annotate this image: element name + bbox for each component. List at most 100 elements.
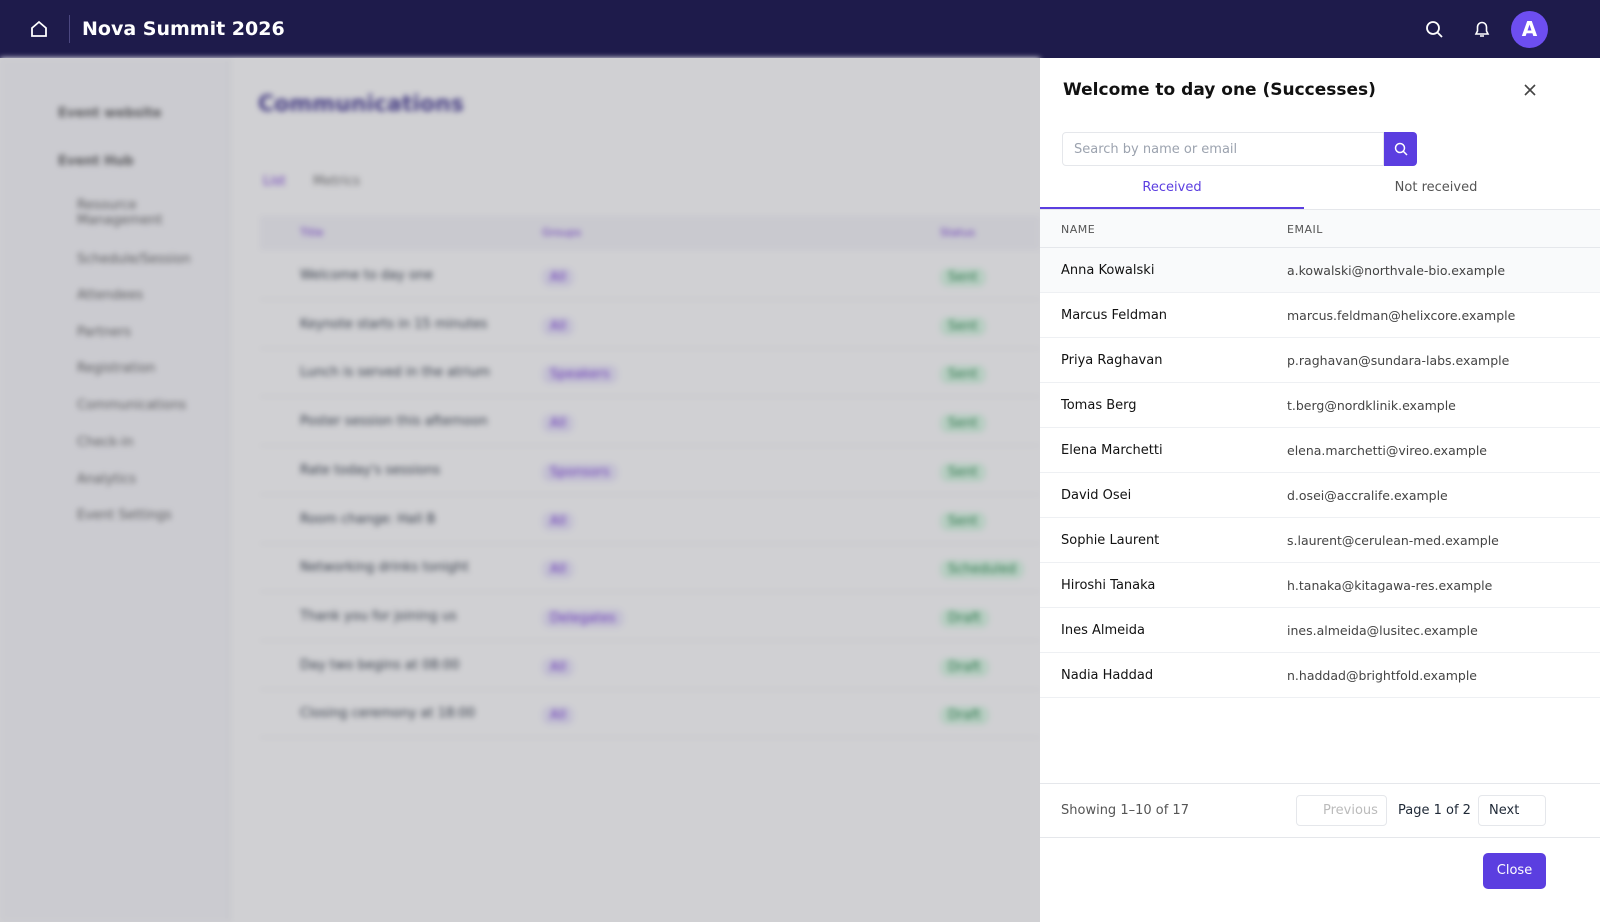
title: Welcome to day one — [300, 268, 434, 283]
status: Sent — [940, 365, 986, 385]
sidebar-item[interactable]: Check-in — [77, 435, 134, 450]
divider — [69, 15, 70, 43]
table-row: Sophie Laurent s.laurent@cerulean-med.exa… — [1040, 518, 1600, 563]
home-icon[interactable] — [29, 19, 49, 39]
page-title: Communications — [258, 92, 464, 117]
sidebar-item[interactable]: Event website — [58, 106, 162, 121]
app-title: Nova Summit 2026 — [82, 18, 285, 40]
sidebar-item[interactable]: Event Settings — [77, 508, 172, 523]
table-row: Elena Marchetti elena.marchetti@vireo.exa… — [1040, 428, 1600, 473]
email: s.laurent@cerulean-med.example — [1287, 533, 1499, 548]
email: t.berg@nordklinik.example — [1287, 398, 1456, 413]
table-row: Priya Raghavan p.raghavan@sundara-labs.ex… — [1040, 338, 1600, 383]
email: elena.marchetti@vireo.example — [1287, 443, 1487, 458]
email: d.osei@accralife.example — [1287, 488, 1448, 503]
name: Sophie Laurent — [1061, 533, 1160, 548]
sidebar-item[interactable]: Analytics — [77, 472, 137, 487]
close-icon[interactable] — [1522, 82, 1538, 98]
sidebar-item[interactable]: Communications — [77, 398, 187, 413]
prev-button[interactable]: Previous — [1296, 795, 1387, 826]
status: Sent — [940, 414, 986, 434]
title: Lunch is served in the atrium — [300, 365, 491, 381]
tab: List — [263, 174, 286, 189]
panel-title: Welcome to day one (Successes) — [1063, 80, 1376, 100]
sidebar: Event website Event Hub Resource Managemen… — [0, 58, 230, 922]
name: Priya Raghavan — [1061, 353, 1163, 368]
overlay[interactable] — [0, 58, 1040, 922]
group: All — [542, 706, 575, 726]
table-row: Tomas Berg t.berg@nordklinik.example — [1040, 383, 1600, 428]
email: n.haddad@brightfold.example — [1287, 668, 1477, 683]
group: All — [542, 268, 575, 287]
pagination: Showing 1–10 of 17 Previous Page 1 of 2 … — [1040, 783, 1600, 838]
bell-icon[interactable] — [1472, 19, 1492, 39]
table-row: Closing ceremony at 18:00 All Draft — [260, 690, 1040, 739]
tab[interactable]: Not received — [1394, 180, 1478, 195]
showing: Showing 1–10 of 17 — [1061, 803, 1189, 818]
name: Tomas Berg — [1061, 398, 1137, 413]
col: NAME — [1061, 223, 1096, 236]
title: Keynote starts in 15 minutes — [300, 316, 488, 332]
background-page: Event website Event Hub Resource Managemen… — [0, 58, 1040, 922]
avatar[interactable]: A — [1511, 11, 1548, 48]
sidebar-item[interactable]: Resource Management — [77, 198, 163, 228]
table-header: NAME EMAIL — [1040, 210, 1600, 248]
status: Sent — [940, 462, 986, 482]
status: Draft — [940, 657, 989, 677]
table-row: Keynote starts in 15 minutes All Sent — [260, 301, 1040, 349]
name: Nadia Haddad — [1061, 668, 1154, 683]
table-row: Day two begins at 08:00 All Draft — [260, 642, 1040, 690]
title: Poster session this afternoon — [300, 414, 488, 430]
side-panel: Welcome to day one (Successes) Search by… — [1040, 58, 1600, 922]
search-button[interactable] — [1384, 132, 1417, 166]
name: Anna Kowalski — [1061, 263, 1155, 278]
status: Sent — [940, 268, 986, 287]
name: Ines Almeida — [1061, 623, 1145, 638]
title: Rate today's sessions — [300, 462, 441, 478]
group: Delegates — [542, 608, 624, 628]
group: All — [542, 511, 575, 531]
name: Hiroshi Tanaka — [1061, 578, 1156, 593]
sidebar-item[interactable]: Event Hub — [58, 154, 134, 169]
email: ines.almeida@lusitec.example — [1287, 623, 1478, 638]
table-row: Thank you for joining us Delegates Draft — [260, 593, 1040, 641]
group: All — [542, 657, 575, 677]
table-row: Rate today's sessions Sponsors Sent — [260, 447, 1040, 495]
status: Sent — [940, 316, 986, 336]
col: Groups — [542, 226, 582, 239]
status: Draft — [940, 706, 989, 726]
next-button[interactable]: Next — [1478, 795, 1546, 826]
status: Scheduled — [940, 560, 1024, 580]
sidebar-item[interactable]: Schedule/Session — [77, 252, 191, 267]
name: Elena Marchetti — [1061, 443, 1163, 458]
table-row: Marcus Feldman marcus.feldman@helixcore.e… — [1040, 293, 1600, 338]
group: All — [542, 414, 575, 434]
search-input[interactable]: Search by name or email — [1062, 132, 1384, 166]
table-row: Room change: Hall B All Sent — [260, 496, 1040, 544]
search-icon[interactable] — [1424, 19, 1444, 39]
table-row: Poster session this afternoon All Sent — [260, 398, 1040, 447]
table-row: Lunch is served in the atrium Speakers Sen… — [260, 349, 1040, 398]
sidebar-item[interactable]: Registration — [77, 361, 156, 376]
tab: Metrics — [313, 174, 361, 189]
col: Title — [300, 226, 324, 239]
email: marcus.feldman@helixcore.example — [1287, 308, 1516, 323]
table-row: Ines Almeida ines.almeida@lusitec.example — [1040, 608, 1600, 653]
title: Thank you for joining us — [300, 608, 457, 624]
name: David Osei — [1061, 488, 1132, 503]
title: Day two begins at 08:00 — [300, 657, 460, 673]
sidebar-item[interactable]: Attendees — [77, 288, 144, 303]
sidebar-item[interactable]: Partners — [77, 325, 132, 340]
top-bar: Nova Summit 2026 A — [0, 0, 1600, 58]
table-row: Welcome to day one All Sent — [260, 252, 1040, 300]
name: Marcus Feldman — [1061, 308, 1168, 323]
group: All — [542, 560, 575, 580]
tab[interactable]: Received — [1040, 168, 1304, 210]
title: Closing ceremony at 18:00 — [300, 706, 476, 722]
close-button[interactable]: Close — [1483, 853, 1546, 889]
table-header: Title Groups Status — [260, 216, 1040, 250]
table-row: Nadia Haddad n.haddad@brightfold.example — [1040, 653, 1600, 698]
group: Speakers — [542, 365, 618, 385]
table-row: David Osei d.osei@accralife.example — [1040, 473, 1600, 518]
